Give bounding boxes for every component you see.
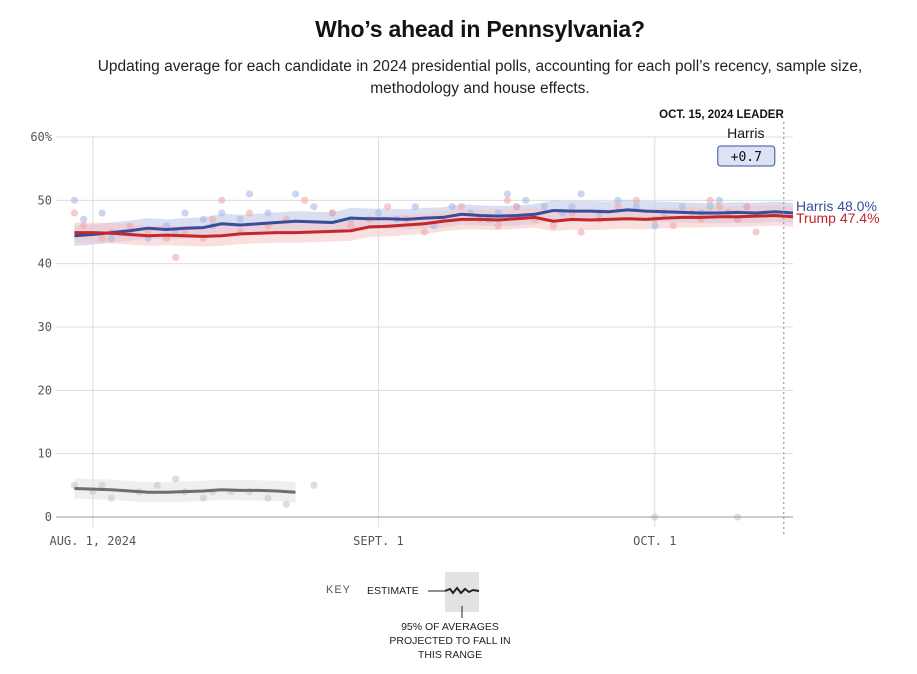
poll-dot-trump-26 [494,222,502,230]
poll-dot-trump-34 [614,203,622,211]
y-tick-label-40: 40 [38,257,52,271]
y-tick-label-0: 0 [45,510,52,524]
poll-dot-harris-1 [80,215,88,223]
poll-dot-third-party-3 [107,494,115,502]
x-tick-label-1: SEPT. 1 [353,534,404,548]
leader-marker-heading: OCT. 15, 2024 LEADER [659,109,784,121]
poll-dot-trump-28 [513,203,521,211]
end-label-harris: Harris 48.0% [796,198,877,214]
poll-dot-harris-32 [568,203,576,211]
y-tick-label-10: 10 [38,447,52,461]
poll-dot-third-party-6 [172,475,180,483]
leader-margin-box [717,145,776,167]
poll-dot-trump-45 [752,228,760,236]
key: KEY ESTIMATE 95% OF AVERAGES PROJECTED T… [300,570,560,670]
poll-dot-harris-8 [181,209,189,217]
end-labels: Harris 48.0%Trump 47.4% OCT. 15, 2024 LEA… [659,109,879,226]
poll-dot-trump-40 [706,196,714,204]
poll-dot-harris-16 [310,203,318,211]
poll-dot-trump-24 [457,203,465,211]
key-estimate-label: ESTIMATE [367,585,419,597]
poll-dot-trump-10 [209,215,217,223]
poll-dot-trump-5 [144,228,152,236]
average-lines [74,208,794,494]
y-tick-label-50: 50 [38,193,52,207]
line-third-party [74,487,296,494]
key-estimate-line [444,586,480,595]
poll-dot-trump-20 [384,203,392,211]
poll-dot-trump-8 [181,228,189,236]
poll-dot-trump-30 [549,222,558,230]
poll-dot-trump-37 [669,222,677,230]
poll-dot-trump-2 [98,234,106,242]
poll-dot-trump-13 [245,209,254,217]
poll-dot-harris-2 [98,209,106,217]
poll-dot-harris-42 [715,196,723,204]
poll-dot-harris-13 [245,190,254,198]
gridlines [56,136,793,527]
poll-dot-harris-15 [291,190,300,198]
poll-dot-harris-39 [678,203,687,211]
poll-dot-trump-16 [301,196,309,204]
y-tick-label-20: 20 [38,383,52,397]
y-tick-label-60: 60% [30,130,52,144]
line-harris [74,208,794,238]
poll-dot-trump-41 [715,203,723,211]
poll-dot-third-party-13 [282,500,290,508]
confidence-bands [74,199,794,503]
chart-title: Who’s ahead in Pennsylvania? [315,16,645,42]
key-band-note: 95% OF AVERAGES PROJECTED TO FALL IN THI… [389,621,511,661]
poll-dot-harris-0 [70,196,79,204]
leader-margin: +0.7 [731,150,762,165]
poll-dot-harris-12 [236,215,244,223]
axes: 0 10 20 30 40 50 60% AUG. 1, 2024 SEPT. 1 OCT. 1 [30,122,793,548]
poll-dot-harris-21 [411,203,419,211]
poll-dot-harris-36 [632,203,640,211]
poll-dot-harris-37 [651,222,659,230]
poll-dot-third-party-5 [153,481,161,489]
poll-dot-harris-41 [706,203,714,211]
poll-dot-trump-18 [347,222,355,230]
poll-dot-harris-30 [540,203,548,211]
poll-dot-trump-44 [743,203,751,211]
poll-dot-harris-14 [264,209,272,217]
poll-dot-trump-7 [172,253,180,261]
poll-dot-trump-27 [503,196,512,204]
poll-dot-harris-35 [614,196,622,204]
poll-dot-harris-6 [162,222,171,230]
poll-dot-trump-32 [577,228,585,236]
poll-dot-trump-1 [80,222,88,230]
poll-dot-third-party-8 [199,494,207,502]
y-tick-label-30: 30 [38,320,52,334]
poll-dot-third-party-12 [264,494,272,502]
poll-dot-third-party-14 [310,481,318,489]
poll-dot-trump-17 [328,209,336,217]
poll-dot-third-party-2 [98,481,106,489]
poll-dot-trump-0 [70,209,79,217]
poll-dot-trump-4 [126,222,134,230]
poll-dot-harris-27 [503,190,512,198]
line-trump [74,214,794,238]
x-tick-label-0: AUG. 1, 2024 [49,534,136,548]
chart-subtitle: Updating average for each candidate in 2… [97,58,863,97]
key-legend-graphic [428,572,480,618]
key-label: KEY [326,584,352,596]
poll-dot-trump-35 [632,196,640,204]
poll-dot-harris-11 [218,209,226,217]
poll-dot-harris-33 [577,190,585,198]
poll-dot-harris-9 [199,215,207,223]
poll-dot-harris-3 [107,234,115,242]
poll-dot-harris-29 [522,196,530,204]
poll-dot-harris-19 [374,209,383,217]
poll-dot-trump-22 [420,228,429,236]
poll-dot-trump-11 [218,196,226,204]
poll-dot-harris-23 [448,203,456,211]
leader-name: Harris [727,125,764,141]
end-label-trump: Trump 47.4% [796,210,880,226]
x-tick-label-2: OCT. 1 [633,534,676,548]
